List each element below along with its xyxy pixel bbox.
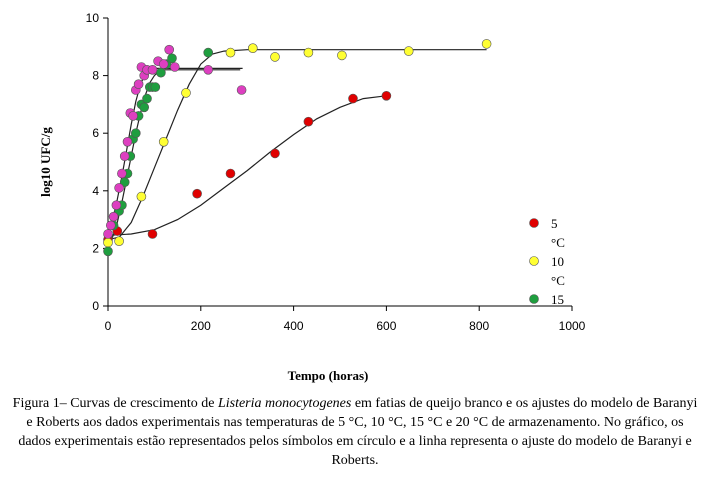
caption-dash: – — [59, 396, 67, 411]
y-ticks: 0 2 4 6 8 10 — [86, 11, 108, 313]
fit-curve-20 — [107, 67, 243, 235]
plot-area: 0 2 4 6 8 10 0 200 400 600 800 1000 — [86, 11, 586, 333]
data-point-15 — [150, 82, 161, 92]
data-point-20 — [203, 65, 213, 75]
legend-marker-15 — [529, 294, 539, 304]
y-tick-label: 6 — [92, 126, 99, 140]
data-point-15 — [156, 67, 166, 78]
data-point-15 — [139, 102, 149, 113]
data-point-20 — [128, 111, 138, 121]
data-point-10 — [303, 47, 314, 58]
figure-caption: Figura 1– Curvas de crescimento de Liste… — [10, 394, 700, 470]
legend-marker-10 — [529, 256, 539, 266]
data-point-10 — [103, 237, 113, 248]
data-point-20 — [111, 200, 122, 210]
data-point-10 — [481, 39, 492, 49]
data-point-20 — [119, 151, 130, 161]
data-point-5 — [192, 188, 202, 199]
legend-label-15: 15 — [551, 292, 564, 307]
data-point-10 — [337, 50, 347, 61]
data-point-15 — [103, 246, 113, 257]
x-tick-label: 1000 — [559, 319, 586, 333]
data-point-20 — [133, 79, 144, 89]
data-point-15 — [167, 53, 177, 64]
data-point-20 — [122, 137, 133, 147]
data-point-10 — [158, 137, 169, 147]
legend-label-5: 5 — [551, 216, 558, 231]
y-tick-label: 0 — [92, 299, 99, 313]
data-point-5 — [225, 168, 236, 179]
caption-text-before: Curvas de crescimento de — [66, 396, 218, 411]
data-point-20 — [114, 183, 124, 193]
x-tick-label: 800 — [469, 319, 489, 333]
data-points — [103, 39, 492, 257]
data-point-10 — [248, 43, 258, 54]
data-point-20 — [170, 62, 180, 72]
y-tick-label: 8 — [92, 69, 99, 83]
fit-curve-5 — [107, 95, 387, 236]
x-tick-label: 0 — [105, 319, 112, 333]
data-point-5 — [348, 93, 358, 104]
caption-text-after: em fatias de queijo branco e os ajustes … — [18, 396, 698, 468]
data-point-20 — [106, 220, 116, 231]
data-point-20 — [117, 168, 127, 179]
data-point-10 — [270, 52, 280, 62]
data-point-10 — [136, 191, 147, 202]
data-point-20 — [164, 44, 174, 55]
data-point-10 — [114, 236, 124, 246]
data-point-10 — [181, 88, 191, 98]
data-point-10 — [225, 47, 236, 58]
y-axis-title: log10 UFC/g — [38, 127, 53, 197]
y-tick-label: 10 — [86, 11, 100, 25]
caption-species-name: Listeria monocytogenes — [217, 396, 352, 411]
x-ticks: 0 200 400 600 800 1000 — [105, 306, 586, 333]
x-tick-label: 600 — [376, 319, 396, 333]
data-point-5 — [147, 229, 158, 239]
legend-unit-10: °C — [551, 273, 565, 288]
legend-label-10: 10 — [551, 254, 564, 269]
data-point-20 — [236, 85, 247, 95]
legend-unit-5: °C — [551, 235, 565, 250]
x-tick-label: 400 — [284, 319, 304, 333]
data-point-10 — [403, 46, 414, 56]
legend-marker-5 — [529, 218, 539, 228]
data-point-15 — [119, 177, 130, 187]
caption-prefix: Figura 1 — [12, 396, 60, 411]
data-point-15 — [131, 128, 141, 138]
data-point-5 — [303, 116, 314, 127]
growth-chart: 0 2 4 6 8 10 0 200 400 600 800 1000 log10 UFC/g Te… — [38, 11, 586, 383]
x-tick-label: 200 — [191, 319, 211, 333]
data-point-5 — [381, 91, 392, 101]
legend: 5 °C 10 °C 15 — [529, 216, 565, 307]
fit-curve-10 — [107, 49, 487, 241]
data-point-5 — [270, 148, 280, 159]
data-point-20 — [158, 59, 169, 69]
data-point-15 — [142, 93, 152, 104]
data-point-20 — [103, 229, 113, 239]
y-tick-label: 4 — [92, 184, 99, 198]
x-axis-title: Tempo (horas) — [288, 368, 369, 383]
data-point-20 — [147, 65, 158, 75]
data-point-20 — [108, 211, 119, 222]
y-tick-label: 2 — [92, 241, 99, 255]
data-point-15 — [203, 47, 213, 58]
